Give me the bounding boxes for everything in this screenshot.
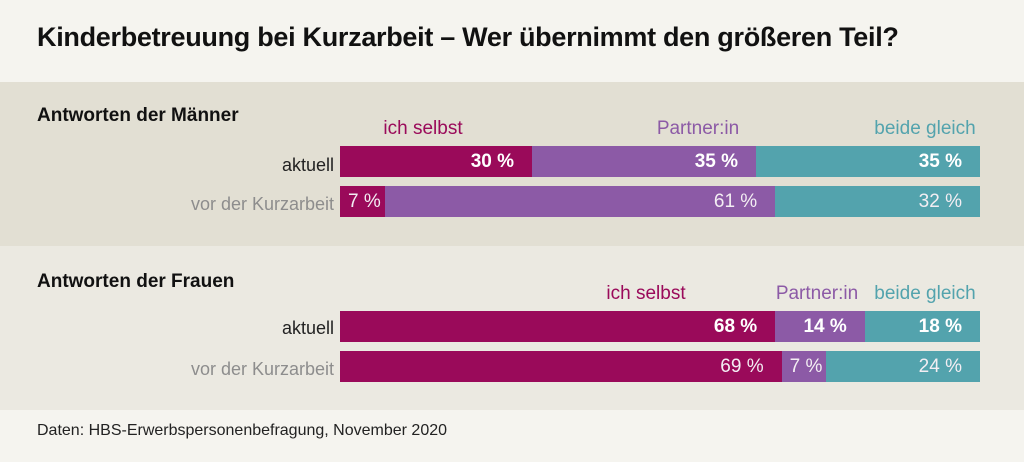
bar-men-vor: 7 % 61 % 32 % bbox=[340, 186, 980, 217]
bar-segment-partner: 35 % bbox=[532, 146, 756, 177]
bar-segment-beide: 18 % bbox=[864, 311, 980, 342]
bar-women-vor: 69 % 7 % 24 % bbox=[340, 351, 980, 382]
row-label-women-aktuell: aktuell bbox=[281, 318, 334, 338]
bar-segment-ich-selbst: 30 % bbox=[340, 146, 532, 177]
row-label-men-aktuell: aktuell bbox=[281, 155, 334, 175]
bar-segment-partner: 61 % bbox=[384, 186, 776, 217]
legend-label-ich-selbst-men: ich selbst bbox=[383, 118, 463, 139]
data-label: 68 % bbox=[713, 315, 758, 337]
data-label: 35 % bbox=[918, 150, 962, 172]
row-label-women-vor: vor der Kurzarbeit bbox=[190, 359, 334, 379]
data-label: 69 % bbox=[720, 355, 764, 377]
row-label-men-vor: vor der Kurzarbeit bbox=[190, 194, 334, 214]
bar-segment-ich-selbst: 69 % bbox=[340, 351, 782, 382]
data-label: 7 % bbox=[789, 355, 823, 377]
bar-segment-beide: 32 % bbox=[775, 186, 980, 217]
legend-label-ich-selbst-women: ich selbst bbox=[606, 283, 686, 304]
bar-segment-beide: 24 % bbox=[826, 351, 980, 382]
bar-segment-partner: 7 % bbox=[781, 351, 827, 382]
data-label: 30 % bbox=[470, 150, 514, 172]
section-title-women: Antworten der Frauen bbox=[37, 271, 235, 292]
section-title-men: Antworten der Männer bbox=[37, 105, 239, 126]
data-label: 61 % bbox=[713, 190, 758, 212]
legend-label-partner-women: Partner:in bbox=[775, 283, 859, 304]
data-label: 35 % bbox=[694, 150, 738, 172]
chart-title: Kinderbetreuung bei Kurzarbeit – Wer übe… bbox=[37, 22, 899, 52]
bar-women-aktuell: 68 % 14 % 18 % bbox=[340, 311, 980, 342]
data-label: 7 % bbox=[348, 190, 381, 212]
bar-segment-ich-selbst: 68 % bbox=[340, 311, 776, 342]
legend-label-beide-men: beide gleich bbox=[874, 118, 976, 139]
bar-segment-ich-selbst: 7 % bbox=[340, 186, 385, 217]
bar-segment-beide: 35 % bbox=[756, 146, 980, 177]
data-label: 32 % bbox=[918, 190, 962, 212]
data-label: 18 % bbox=[918, 315, 962, 337]
bar-men-aktuell: 30 % 35 % 35 % bbox=[340, 146, 980, 177]
legend-label-beide-women: beide gleich bbox=[874, 283, 976, 304]
data-label: 14 % bbox=[803, 315, 847, 337]
footer bbox=[0, 410, 1024, 462]
source-note: Daten: HBS-Erwerbspersonenbefragung, Nov… bbox=[37, 422, 448, 439]
bar-segment-partner: 14 % bbox=[775, 311, 865, 342]
data-label: 24 % bbox=[918, 355, 962, 377]
legend-label-partner-men: Partner:in bbox=[656, 118, 740, 139]
